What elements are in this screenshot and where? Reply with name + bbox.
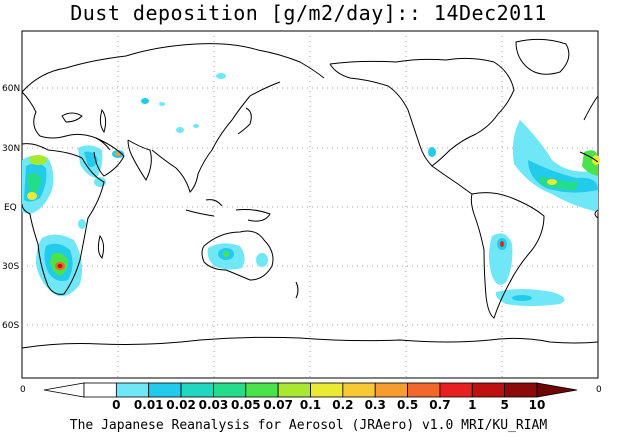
colorbar-swatch bbox=[342, 382, 376, 398]
colorbar-right-edge-label: 0 bbox=[596, 385, 602, 395]
lat-label-60s: 60S bbox=[2, 321, 19, 331]
coastlines bbox=[21, 38, 599, 349]
colorbar-swatch bbox=[310, 382, 344, 398]
colorbar-under-triangle bbox=[43, 382, 85, 398]
colorbar-left-edge-label: 0 bbox=[20, 385, 26, 395]
colorbar bbox=[43, 382, 578, 398]
colorbar-over-triangle bbox=[536, 382, 578, 398]
lat-label-30n: 30N bbox=[2, 144, 20, 154]
lat-label-30s: 30S bbox=[2, 262, 19, 272]
lat-label-eq: EQ bbox=[4, 203, 17, 213]
colorbar-swatch bbox=[180, 382, 214, 398]
colorbar-swatch bbox=[115, 382, 150, 398]
colorbar-swatch bbox=[148, 382, 182, 398]
colorbar-level-label: 0.01 bbox=[134, 398, 164, 412]
colorbar-level-label: 5 bbox=[500, 398, 508, 412]
colorbar-level-label: 0.05 bbox=[231, 398, 261, 412]
colorbar-level-label: 1 bbox=[468, 398, 476, 412]
colorbar-swatch bbox=[83, 382, 117, 398]
colorbar-swatch bbox=[471, 382, 506, 398]
colorbar-swatch bbox=[407, 382, 441, 398]
colorbar-level-label: 0.3 bbox=[365, 398, 386, 412]
colorbar-level-label: 10 bbox=[529, 398, 546, 412]
colorbar-swatch bbox=[245, 382, 279, 398]
colorbar-swatch bbox=[504, 382, 538, 398]
dust-fields bbox=[22, 73, 600, 306]
colorbar-level-label: 0.1 bbox=[300, 398, 321, 412]
colorbar-level-label: 0.03 bbox=[199, 398, 229, 412]
lat-label-60n: 60N bbox=[2, 84, 20, 94]
colorbar-level-label: 0 bbox=[112, 398, 120, 412]
colorbar-level-label: 0.2 bbox=[332, 398, 353, 412]
colorbar-level-label: 0.5 bbox=[397, 398, 418, 412]
colorbar-swatch bbox=[277, 382, 311, 398]
footer-credit: The Japanese Reanalysis for Aerosol (JRA… bbox=[69, 418, 548, 433]
map-title: Dust deposition [g/m2/day]:: 14Dec2011 bbox=[70, 1, 547, 25]
lat-labels: 60N 30N EQ 30S 60S bbox=[2, 84, 20, 331]
colorbar-level-label: 0.02 bbox=[166, 398, 196, 412]
colorbar-labels: 0 0.01 0.02 0.03 0.05 0.07 0.1 0.2 0.3 0.5 0.7 1 5 10 bbox=[112, 398, 545, 412]
colorbar-swatch bbox=[439, 382, 473, 398]
colorbar-swatch bbox=[374, 382, 408, 398]
colorbar-level-label: 0.07 bbox=[263, 398, 293, 412]
map-frame bbox=[21, 30, 599, 379]
colorbar-swatch bbox=[213, 382, 247, 398]
colorbar-level-label: 0.7 bbox=[429, 398, 450, 412]
